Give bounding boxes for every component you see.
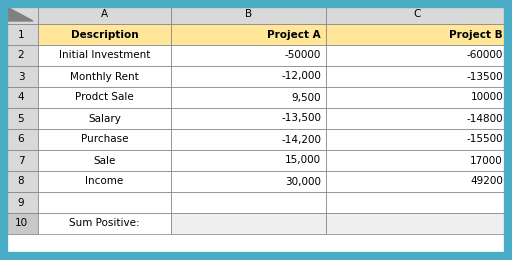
Bar: [326, 4, 508, 24]
Bar: [171, 66, 326, 87]
Text: Description: Description: [71, 29, 138, 40]
Bar: [4, 129, 38, 150]
Bar: [326, 45, 508, 66]
Text: -50000: -50000: [285, 50, 321, 61]
Text: Project A: Project A: [267, 29, 321, 40]
Text: Purchase: Purchase: [81, 134, 128, 145]
Text: 10: 10: [14, 218, 28, 229]
Bar: [326, 171, 508, 192]
Bar: [171, 192, 326, 213]
Text: 30,000: 30,000: [285, 177, 321, 186]
Text: -14,200: -14,200: [281, 134, 321, 145]
Bar: [326, 24, 508, 45]
Bar: [4, 4, 38, 24]
Text: Income: Income: [86, 177, 123, 186]
Text: Monthly Rent: Monthly Rent: [70, 72, 139, 81]
Text: Sum Positive:: Sum Positive:: [69, 218, 140, 229]
Bar: [38, 4, 171, 24]
Text: 9,500: 9,500: [291, 93, 321, 102]
Bar: [4, 87, 38, 108]
Bar: [4, 150, 38, 171]
Text: Project B: Project B: [450, 29, 503, 40]
Text: 7: 7: [18, 155, 24, 166]
Bar: [4, 66, 38, 87]
Text: C: C: [413, 9, 421, 19]
Text: 3: 3: [18, 72, 24, 81]
Bar: [326, 108, 508, 129]
Bar: [326, 87, 508, 108]
Text: -15500: -15500: [466, 134, 503, 145]
Text: 1: 1: [18, 29, 24, 40]
Text: Salary: Salary: [88, 114, 121, 124]
Text: 9: 9: [18, 198, 24, 207]
Bar: [326, 213, 508, 234]
Bar: [4, 108, 38, 129]
Bar: [171, 150, 326, 171]
Bar: [38, 108, 171, 129]
Bar: [171, 171, 326, 192]
Bar: [38, 129, 171, 150]
Text: Sale: Sale: [93, 155, 116, 166]
Text: -12,000: -12,000: [281, 72, 321, 81]
Bar: [171, 129, 326, 150]
Polygon shape: [7, 7, 33, 21]
Text: 4: 4: [18, 93, 24, 102]
Text: 8: 8: [18, 177, 24, 186]
Text: 5: 5: [18, 114, 24, 124]
Bar: [326, 129, 508, 150]
Text: B: B: [245, 9, 252, 19]
Bar: [4, 171, 38, 192]
Bar: [326, 150, 508, 171]
Text: -13500: -13500: [466, 72, 503, 81]
Bar: [38, 24, 171, 45]
Text: 6: 6: [18, 134, 24, 145]
Bar: [38, 171, 171, 192]
Bar: [171, 45, 326, 66]
Text: 17000: 17000: [470, 155, 503, 166]
Bar: [326, 192, 508, 213]
Bar: [4, 45, 38, 66]
Bar: [38, 213, 171, 234]
Bar: [38, 150, 171, 171]
Bar: [326, 66, 508, 87]
Bar: [38, 192, 171, 213]
Bar: [4, 192, 38, 213]
Text: -60000: -60000: [466, 50, 503, 61]
Text: 2: 2: [18, 50, 24, 61]
Bar: [4, 213, 38, 234]
Bar: [171, 24, 326, 45]
Bar: [4, 24, 38, 45]
Bar: [171, 87, 326, 108]
Text: 10000: 10000: [471, 93, 503, 102]
Text: 15,000: 15,000: [285, 155, 321, 166]
Text: A: A: [101, 9, 108, 19]
Bar: [171, 213, 326, 234]
Bar: [38, 66, 171, 87]
Bar: [38, 87, 171, 108]
Bar: [171, 108, 326, 129]
Text: 49200: 49200: [470, 177, 503, 186]
Text: -14800: -14800: [466, 114, 503, 124]
Bar: [171, 4, 326, 24]
Text: Initial Investment: Initial Investment: [59, 50, 150, 61]
Text: -13,500: -13,500: [281, 114, 321, 124]
Text: Prodct Sale: Prodct Sale: [75, 93, 134, 102]
Bar: [38, 45, 171, 66]
